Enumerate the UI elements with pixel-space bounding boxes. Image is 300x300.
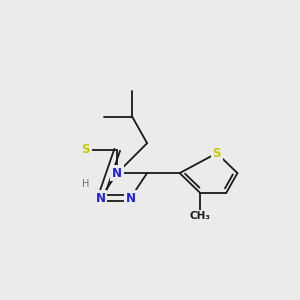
Text: S: S [213,147,221,160]
Text: CH₃: CH₃ [190,211,211,221]
Text: N: N [125,191,136,205]
Text: N: N [112,167,122,180]
Text: S: S [81,143,90,156]
Text: N: N [96,191,106,205]
Text: H: H [82,179,89,189]
